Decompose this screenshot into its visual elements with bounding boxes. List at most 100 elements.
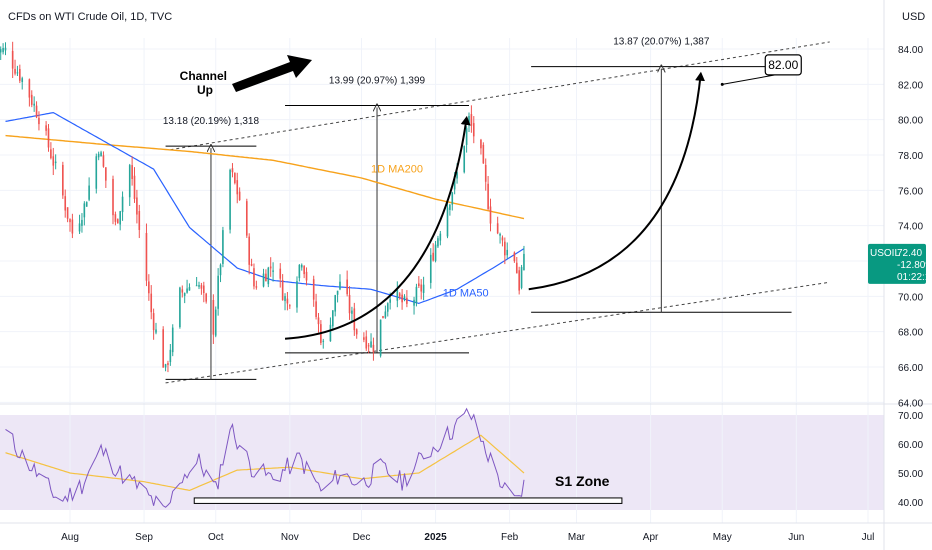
candle-body <box>21 78 24 83</box>
time-tick-label: Jul <box>862 532 875 543</box>
candle-body <box>336 290 339 295</box>
candle-body <box>315 301 317 317</box>
candle-body <box>171 327 174 353</box>
candle-body <box>205 293 207 302</box>
candle-body <box>119 211 121 225</box>
ma50-line <box>5 111 525 305</box>
target-point <box>720 82 724 86</box>
projection-arc-arrow <box>528 71 706 291</box>
candle-body <box>136 197 138 215</box>
time-tick-label: Aug <box>61 532 79 543</box>
candle-body <box>50 149 52 159</box>
candle-body <box>382 316 384 319</box>
candle-body <box>379 319 382 356</box>
candle-body <box>363 337 365 340</box>
candle-body <box>69 219 71 223</box>
channel-lines <box>165 41 830 384</box>
rsi-tick-label: 50.00 <box>898 469 923 480</box>
candle-body <box>97 153 100 158</box>
candle-body <box>114 214 117 222</box>
candle-body <box>286 298 289 304</box>
candle-body <box>253 268 255 287</box>
channel-up-arrow-shape <box>232 55 312 92</box>
candle-body <box>145 232 148 281</box>
candle-body <box>487 183 489 209</box>
candle-body <box>468 115 470 126</box>
rally-arc-arrow <box>284 115 471 340</box>
rsi-tick-label: 60.00 <box>898 440 923 451</box>
candle-body <box>504 241 506 256</box>
candle-body <box>463 146 466 173</box>
candle-body <box>501 237 504 241</box>
candle-body <box>164 364 167 368</box>
candle-body <box>105 167 107 181</box>
candle-body <box>222 230 224 264</box>
candle-body <box>389 299 391 303</box>
candle-body <box>265 273 267 282</box>
target-value: 82.00 <box>768 58 798 72</box>
candle-body <box>155 329 157 333</box>
candle-body <box>480 139 482 149</box>
candlesticks <box>0 41 525 373</box>
candle-body <box>262 273 265 287</box>
target-connector <box>722 74 776 85</box>
measure-label: 13.87 (20.07%) 1,387 <box>613 37 710 48</box>
candle-body <box>19 68 21 81</box>
candle-body <box>148 281 150 294</box>
candle-body <box>195 285 198 287</box>
candle-body <box>200 285 203 289</box>
candle-body <box>367 345 370 347</box>
candle-body <box>4 47 7 51</box>
candle-body <box>398 293 401 297</box>
candle-body <box>523 253 525 270</box>
candle-body <box>303 266 305 275</box>
price-tag-change: -12.80% <box>897 260 932 271</box>
candle-body <box>515 262 518 274</box>
candle-body <box>250 264 253 266</box>
candle-body <box>482 144 485 164</box>
candle-body <box>386 303 389 312</box>
price-tick-label: 82.00 <box>898 80 923 91</box>
price-tick-label: 64.00 <box>898 398 923 409</box>
candle-body <box>229 169 231 230</box>
candle-body <box>513 252 516 262</box>
candle-body <box>188 287 191 291</box>
candle-body <box>300 264 303 268</box>
price-tag-price: 72.40 <box>897 248 922 259</box>
candle-body <box>365 336 368 349</box>
candle-body <box>128 165 131 198</box>
price-tick-label: 76.00 <box>898 186 923 197</box>
candle-body <box>0 49 2 53</box>
candle-body <box>231 168 234 173</box>
candle-body <box>255 286 258 288</box>
channel-up-label: Channel Up <box>180 69 231 97</box>
candle-body <box>279 268 282 279</box>
candle-body <box>52 156 55 166</box>
candle-body <box>317 317 320 325</box>
candle-body <box>403 296 406 300</box>
candle-body <box>81 219 83 226</box>
price-tick-label: 68.00 <box>898 328 923 339</box>
price-tick-label: 84.00 <box>898 45 923 56</box>
candle-body <box>312 279 315 300</box>
candle-body <box>296 281 298 308</box>
currency-label: USD <box>902 11 925 23</box>
candle-body <box>470 114 473 126</box>
candle-body <box>422 284 425 293</box>
candle-body <box>183 293 186 296</box>
candle-body <box>322 340 325 342</box>
candle-body <box>116 219 119 224</box>
candle-body <box>85 202 88 207</box>
candle-body <box>83 203 86 218</box>
candle-body <box>95 156 98 189</box>
rsi-band <box>0 415 884 510</box>
candle-body <box>401 294 403 303</box>
candle-body <box>100 152 102 157</box>
candle-body <box>186 288 188 293</box>
candle-body <box>248 236 251 265</box>
time-tick-label: Feb <box>501 532 519 543</box>
candle-body <box>11 50 14 69</box>
candle-body <box>2 47 4 53</box>
